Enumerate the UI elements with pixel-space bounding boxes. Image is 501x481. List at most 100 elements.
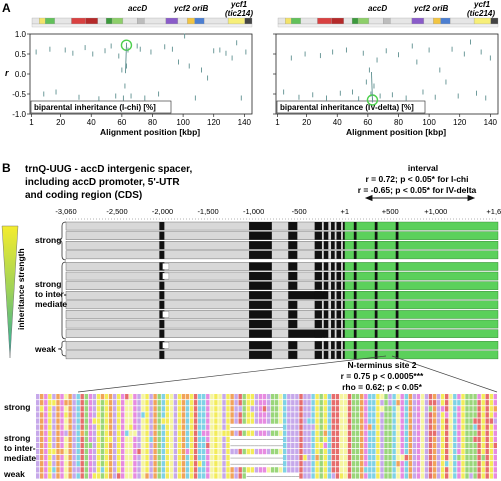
sequence-cell [412, 467, 416, 473]
sequence-cell [44, 418, 48, 424]
sequence-cell [291, 461, 295, 467]
alignment-cds-gap [374, 341, 378, 350]
sequence-cell [270, 406, 275, 412]
sequence-cell [343, 406, 348, 412]
sequence-cell [165, 442, 169, 449]
sequence-cell [287, 424, 291, 430]
sequence-cell [351, 394, 356, 400]
sequence-cell [133, 442, 137, 449]
sequence-cell [36, 430, 40, 436]
sequence-cell [226, 442, 230, 449]
sequence-cell [242, 412, 246, 418]
sequence-cell [92, 412, 97, 418]
sequence-cell [457, 461, 461, 467]
sequence-cell [214, 430, 218, 436]
group-label-mid-1: strong [35, 279, 61, 289]
alignment-cds-gap [353, 341, 357, 350]
sequence-cell [149, 473, 153, 479]
alignment-cds-gap [395, 320, 399, 329]
sequence-cell [181, 455, 186, 461]
sequence-cell [319, 424, 323, 430]
sequence-cell [364, 412, 368, 418]
sequence-cell [291, 430, 295, 436]
sequence-cell [56, 436, 60, 442]
sequence-cell [44, 406, 48, 412]
sequence-cell [351, 406, 356, 412]
alignment-gap [323, 291, 329, 300]
alignment-gap [249, 262, 272, 271]
sequence-cell [465, 461, 469, 467]
sequence-cell [384, 406, 388, 412]
sequence-cell [368, 400, 372, 406]
alignment-cds-gap [395, 241, 399, 250]
alignment-row-cds [344, 271, 499, 281]
alignment-gap [159, 291, 165, 300]
alignment-cds-gap [353, 291, 357, 300]
sequence-cell [396, 412, 400, 418]
sequence-cell [125, 461, 129, 467]
sequence-cell [303, 455, 307, 461]
alignment-gap [342, 329, 345, 338]
sequence-cell [347, 400, 352, 406]
sequence-cell [416, 406, 421, 412]
sequence-cell [376, 424, 380, 430]
x-tick-label: 60 [117, 118, 126, 127]
sequence-cell [331, 424, 335, 430]
sequence-cell [392, 394, 396, 400]
sequence-cell [481, 394, 485, 400]
sequence-cell [137, 436, 141, 442]
sequence-cell [384, 412, 388, 418]
sequence-cell [238, 412, 242, 418]
sequence-cell [485, 400, 489, 406]
sequence-cell [376, 436, 380, 442]
sequence-cell [242, 418, 246, 424]
sequence-cell [100, 442, 105, 449]
sequence-cell [206, 442, 210, 449]
sequence-cell [96, 473, 101, 479]
sequence-cell [465, 406, 469, 412]
sequence-cell [88, 406, 93, 412]
sequence-cell [299, 473, 303, 479]
sequence-cell [396, 394, 400, 400]
sequence-cell [104, 473, 109, 479]
sequence-cell [149, 406, 153, 412]
sequence-cell [412, 418, 416, 424]
sequence-cell [408, 436, 412, 442]
sequence-cell [68, 436, 72, 442]
sequence-cell [104, 461, 109, 467]
sequence-cell [485, 412, 489, 418]
sequence-cell [117, 461, 121, 467]
sequence-cell [335, 400, 340, 406]
sequence-cell [161, 461, 165, 467]
sequence-cell [141, 418, 145, 424]
sequence-cell [210, 442, 214, 449]
sequence-cell [80, 455, 84, 461]
sequence-cell [299, 461, 303, 467]
sequence-cell [113, 467, 117, 473]
sequence-cell [315, 473, 319, 479]
sequence-cell [173, 400, 178, 406]
sequence-cell [327, 430, 331, 436]
sequence-cell [493, 430, 497, 436]
sequence-cell [202, 400, 206, 406]
alignment-gap [159, 222, 165, 231]
sequence-cell [287, 406, 291, 412]
gene-block [473, 17, 491, 25]
alignment-tick-label: -2,500 [106, 207, 127, 216]
sequence-cell [331, 467, 335, 473]
sequence-cell [368, 461, 372, 467]
sequence-cell [230, 418, 234, 424]
sequence-cell [339, 455, 344, 461]
sequence-cell [436, 418, 441, 424]
sequence-cell [125, 436, 129, 442]
sequence-cell [404, 400, 408, 406]
sequence-cell [254, 406, 259, 412]
sequence-cell [60, 455, 64, 461]
x-tick-label: 140 [238, 118, 252, 127]
sequence-cell [388, 412, 392, 418]
alignment-row-cds [344, 240, 499, 250]
sequence-cell [376, 394, 380, 400]
sequence-cell [485, 455, 489, 461]
gene-block [31, 17, 40, 25]
